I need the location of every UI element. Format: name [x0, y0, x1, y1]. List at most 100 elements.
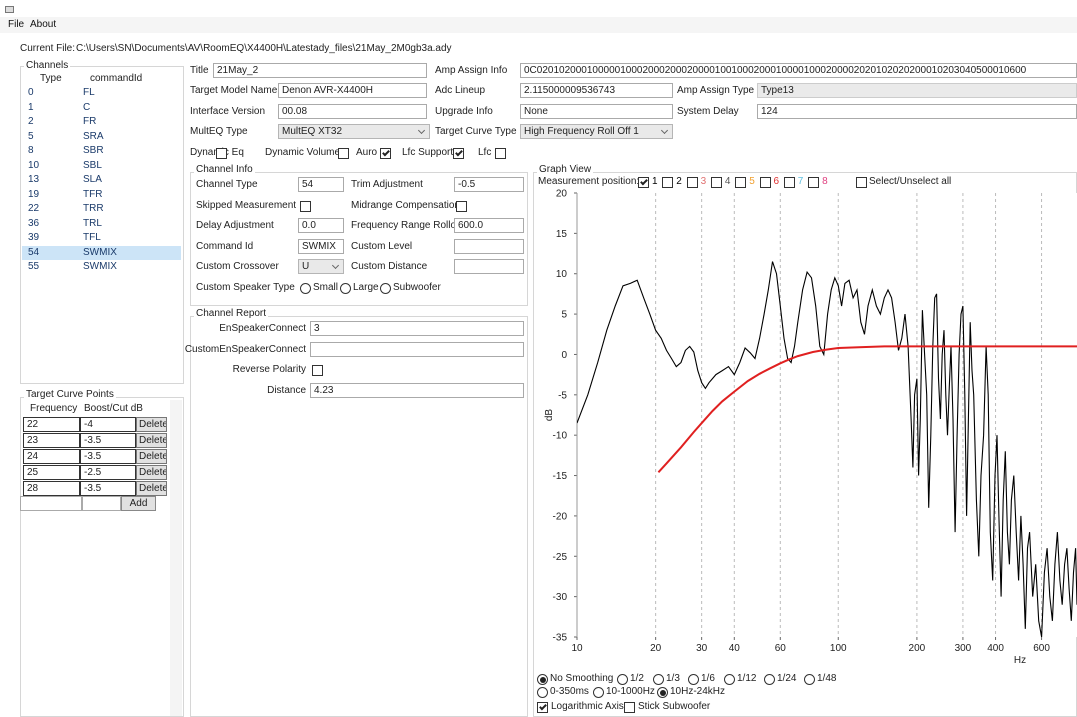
- cell[interactable]: 28: [23, 481, 80, 496]
- text-box[interactable]: 2.115000009536743: [520, 83, 673, 98]
- checkbox[interactable]: [735, 177, 747, 188]
- new-boost[interactable]: [82, 496, 121, 511]
- checkbox[interactable]: [624, 702, 635, 713]
- radio[interactable]: [380, 283, 391, 294]
- checkbox[interactable]: [710, 177, 722, 188]
- radio[interactable]: [688, 674, 699, 685]
- combo-box[interactable]: MultEQ XT32: [278, 124, 430, 139]
- checkbox[interactable]: [686, 177, 698, 188]
- delete-button[interactable]: Delete: [136, 465, 167, 480]
- text-box[interactable]: 21May_2: [213, 63, 427, 78]
- text-box[interactable]: 54: [298, 177, 344, 192]
- radio[interactable]: [804, 674, 815, 685]
- delete-button[interactable]: Delete: [136, 481, 167, 496]
- checkbox[interactable]: [537, 702, 548, 713]
- label: TRR: [83, 203, 104, 214]
- new-frequency[interactable]: [20, 496, 82, 511]
- text-box[interactable]: Type13: [757, 83, 1077, 98]
- checkbox[interactable]: [300, 200, 311, 212]
- text-box[interactable]: [310, 341, 524, 357]
- label: Reverse Polarity: [232, 364, 306, 376]
- label: SBR: [83, 145, 104, 156]
- label: 36: [28, 217, 40, 229]
- checkbox[interactable]: [662, 177, 674, 188]
- checkbox[interactable]: [453, 148, 464, 159]
- text-box[interactable]: 600.0: [454, 218, 524, 234]
- text-box[interactable]: 3: [310, 321, 524, 336]
- checkbox[interactable]: [759, 177, 771, 188]
- label: 1/6: [701, 673, 715, 684]
- text-box[interactable]: Denon AVR-X4400H: [278, 83, 427, 98]
- text-box[interactable]: 0.0: [298, 218, 344, 234]
- label: Large: [353, 282, 379, 293]
- cell[interactable]: -2.5: [80, 465, 136, 480]
- text-box[interactable]: 00.08: [278, 104, 427, 119]
- label: About: [30, 19, 57, 30]
- label: SLA: [83, 174, 102, 185]
- delete-button[interactable]: Delete: [136, 433, 167, 448]
- label: Distance: [267, 385, 306, 397]
- cell[interactable]: -3.5: [80, 449, 136, 464]
- radio[interactable]: [537, 674, 548, 685]
- cell[interactable]: 25: [23, 465, 80, 480]
- text-box[interactable]: -0.5: [454, 177, 524, 192]
- label: Measurement position:: [538, 176, 640, 187]
- cell[interactable]: -3.5: [80, 433, 136, 448]
- cell[interactable]: 22: [23, 417, 80, 432]
- text-box[interactable]: SWMIX: [298, 238, 344, 254]
- text-box[interactable]: [454, 259, 524, 275]
- cell[interactable]: 23: [23, 433, 80, 448]
- label: 8: [28, 145, 34, 156]
- combo-box[interactable]: U: [298, 259, 344, 275]
- label: 8: [822, 176, 828, 187]
- radio[interactable]: [653, 674, 664, 685]
- label: Midrange Compensation: [351, 199, 460, 211]
- checkbox[interactable]: [495, 148, 506, 159]
- checkbox[interactable]: [380, 148, 391, 159]
- label: Auro: [356, 147, 378, 158]
- add-button[interactable]: Add: [121, 496, 156, 511]
- delete-button[interactable]: Delete: [136, 417, 167, 432]
- menu-bar: [0, 17, 1077, 33]
- label: Graph View: [537, 163, 594, 177]
- label: 1/3: [666, 673, 680, 684]
- text-box[interactable]: 0C02010200010000010002000200020000100100…: [520, 63, 1077, 78]
- text-box[interactable]: [454, 238, 524, 254]
- label: System Delay: [677, 106, 739, 117]
- label: 1/2: [630, 673, 644, 684]
- checkbox[interactable]: [856, 177, 867, 188]
- label: Target Curve Type: [435, 126, 517, 137]
- radio[interactable]: [593, 687, 604, 698]
- radio[interactable]: [764, 674, 775, 685]
- text-box[interactable]: None: [520, 104, 673, 119]
- label: 19: [28, 188, 40, 200]
- cell[interactable]: -3.5: [80, 481, 136, 496]
- text-box[interactable]: 124: [757, 104, 1077, 119]
- radio[interactable]: [300, 283, 311, 294]
- label: 6: [773, 176, 780, 187]
- checkbox[interactable]: [783, 177, 795, 188]
- label: 1: [652, 176, 658, 187]
- checkbox[interactable]: [808, 177, 820, 188]
- radio[interactable]: [340, 283, 351, 294]
- radio[interactable]: [537, 687, 548, 698]
- radio[interactable]: [617, 674, 628, 685]
- checkbox[interactable]: [638, 177, 649, 188]
- delete-button[interactable]: Delete: [136, 449, 167, 464]
- target-curve-scrollbar: [170, 400, 182, 716]
- checkbox[interactable]: [338, 148, 349, 159]
- label: Channels: [24, 59, 71, 73]
- combo-box[interactable]: High Frequency Roll Off 1: [520, 124, 673, 139]
- cell[interactable]: -4: [80, 417, 136, 432]
- label: 54: [28, 246, 40, 258]
- checkbox[interactable]: [456, 200, 467, 212]
- checkbox[interactable]: [312, 365, 323, 377]
- radio[interactable]: [657, 687, 668, 698]
- cell[interactable]: 24: [23, 449, 80, 464]
- label: Custom Distance: [351, 261, 428, 273]
- radio[interactable]: [724, 674, 735, 685]
- text-box[interactable]: 4.23: [310, 383, 524, 399]
- checkbox[interactable]: [216, 148, 227, 159]
- label: Trim Adjustment: [351, 179, 423, 190]
- label: 13: [28, 174, 40, 185]
